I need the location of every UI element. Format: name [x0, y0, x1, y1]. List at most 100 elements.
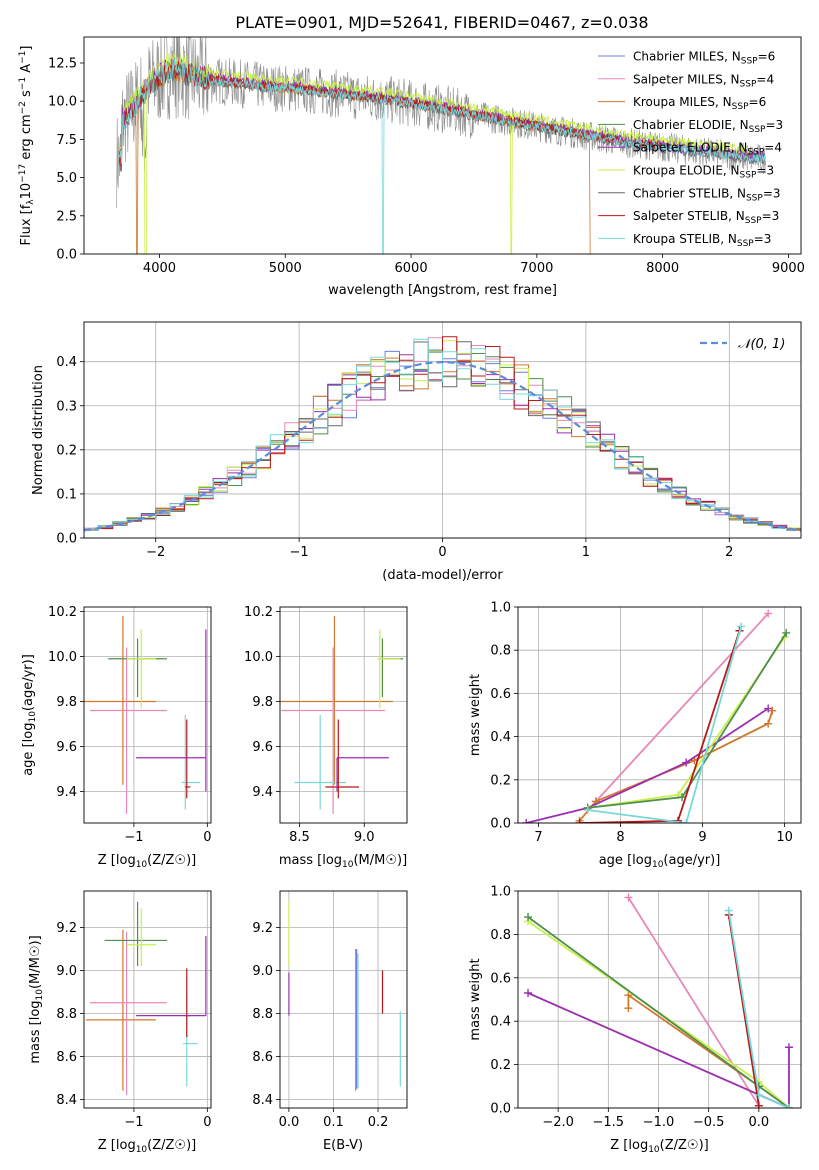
age_vs_Z-ytick-label: 10.2	[48, 605, 77, 620]
massweight_vs_age-ytick-label: 0.4	[490, 730, 511, 745]
figure-title: PLATE=0901, MJD=52641, FIBERID=0467, z=0…	[235, 13, 648, 32]
age_vs_Z-ytick-label: 9.8	[56, 695, 77, 710]
massweight_vs_age-ytick-label: 1.0	[490, 601, 511, 616]
massweight_vs_age-series-line	[525, 707, 769, 823]
spectrum-model-kroupa-miles	[118, 62, 592, 254]
massweight_vs_Z-series-marker	[524, 988, 533, 997]
spectrum-legend-label: Kroupa ELODIE, NSSP​=3	[633, 164, 774, 181]
mass_vs_Z-ylabel: mass [log10​(M/M☉)]	[28, 935, 45, 1063]
massweight_vs_age-xlabel: age [log10​(age/yr)]	[599, 853, 721, 870]
massweight_vs_age-series-line	[587, 626, 742, 823]
massweight_vs_age-ytick-label: 0.8	[490, 644, 511, 659]
massweight_vs_age-xtick-label: 7	[534, 830, 542, 845]
spectrum-model-kroupa-stelib	[118, 58, 766, 254]
spectrum-legend-label: Salpeter ELODIE, NSSP​=4	[633, 141, 782, 158]
massweight_vs_age-series-marker	[522, 819, 531, 823]
massweight_vs_age-frame	[517, 606, 802, 824]
massweight_vs_Z-ytick-label: 0.2	[490, 1058, 511, 1073]
mass_vs_Z-ytick-label: 8.4	[56, 1093, 77, 1108]
spectrum-model-salpeter-stelib	[118, 60, 663, 167]
massweight_vs_Z-xtick-label: −1.0	[643, 1115, 675, 1130]
residual_hist-ytick-label: 0.1	[56, 487, 77, 502]
massweight_vs_age-series-marker	[678, 793, 687, 802]
spectrum-frame	[83, 36, 802, 255]
mass_vs_Z-ytick-label: 9.2	[56, 921, 77, 936]
massweight_vs_age-series-marker	[583, 806, 592, 815]
residual_hist-ytick-label: 0.0	[56, 532, 77, 547]
spectrum-ytick-label: 7.5	[56, 133, 77, 148]
residual_hist-xtick-label: 1	[582, 545, 590, 560]
massweight_vs_age-ylabel: mass weight	[468, 674, 483, 756]
age_vs_mass-ytick-label: 10.0	[244, 650, 273, 665]
spectrum-xlabel: wavelength [Angstrom, rest frame]	[328, 283, 557, 298]
age_vs_Z-ytick-label: 10.0	[48, 650, 77, 665]
residual_hist-plot-area	[84, 336, 801, 533]
age_vs_mass-xlabel: mass [log10​(M/M☉)]	[279, 853, 407, 870]
age_vs_Z-ytick-label: 9.6	[56, 740, 77, 755]
mass_vs_ebv-frame	[279, 890, 408, 1109]
spectrum-xtick-label: 9000	[772, 261, 805, 276]
massweight_vs_Z-ytick-label: 0.8	[490, 928, 511, 943]
hist-xlabel: (data-model)/error	[382, 568, 503, 583]
age_vs_Z-xlabel: Z [log10​(Z/Z☉)]	[98, 853, 196, 870]
mass_vs_Z-frame	[83, 890, 212, 1109]
residual_hist-ytick-label: 0.3	[56, 399, 77, 414]
massweight_vs_Z-xtick-label: −2.0	[542, 1115, 574, 1130]
mass_vs_Z-xtick-label: 0	[203, 1115, 211, 1130]
mass_vs_ebv-xtick-label: 0.2	[368, 1115, 389, 1130]
mass_vs_ebv-ytick-label: 9.0	[252, 964, 273, 979]
massweight_vs_Z-frame	[517, 890, 802, 1109]
hist-legend-label: 𝒩(0, 1)	[738, 337, 785, 352]
residual_hist-xtick-label: −1	[290, 545, 309, 560]
spectrum-legend-label: Chabrier STELIB, NSSP​=3	[633, 186, 781, 203]
normal-curve	[84, 360, 801, 532]
massweight_vs_Z-plot-area	[524, 893, 793, 1108]
age_vs_Z-plot-area	[84, 616, 207, 814]
massweight_vs_age-series-marker	[782, 628, 791, 637]
massweight_vs_age-xtick-label: 9	[698, 830, 706, 845]
massweight_vs_Z-xlabel: Z [log10​(Z/Z☉)]	[610, 1138, 708, 1155]
age_vs_mass-ytick-label: 10.2	[244, 605, 273, 620]
residual_hist-ytick-label: 0.4	[56, 355, 77, 370]
age_vs_mass-xtick-label: 9.0	[354, 830, 375, 845]
massweight_vs_age-ytick-label: 0.6	[490, 687, 511, 702]
mass_vs_ebv-ytick-label: 8.4	[252, 1093, 273, 1108]
age_vs_Z-ylabel: age [log10​(age/yr)]	[21, 654, 38, 776]
mass_vs_ebv-xlabel: E(B-V)	[323, 1138, 363, 1153]
spectrum-legend-label: Kroupa MILES, NSSP​=6	[633, 95, 766, 112]
spectrum-ytick-label: 5.0	[56, 171, 77, 186]
age_vs_Z-xtick-label: 0	[203, 830, 211, 845]
age_vs_mass-plot-area	[280, 616, 404, 814]
spectrum-xtick-label: 7000	[520, 261, 553, 276]
age_vs_Z-frame	[83, 606, 212, 824]
mass_vs_ebv-xtick-label: 0.0	[279, 1115, 300, 1130]
massweight_vs_age-series-marker	[764, 704, 773, 713]
residual_hist-frame	[83, 321, 802, 539]
spectrum-xtick-label: 6000	[395, 261, 428, 276]
massweight_vs_age-series-marker	[575, 819, 584, 823]
massweight_vs_Z-ylabel: mass weight	[468, 958, 483, 1040]
massweight_vs_Z-series-marker	[624, 1004, 633, 1013]
massweight_vs_age-series-line	[587, 636, 786, 809]
age_vs_mass-frame	[279, 606, 408, 824]
spectrum-plot-area	[116, 37, 767, 254]
age_vs_mass-ytick-label: 9.8	[252, 695, 273, 710]
spectrum-observed-data	[116, 37, 767, 209]
massweight_vs_Z-series-marker	[784, 1104, 793, 1108]
age_vs_Z-ytick-label: 9.4	[56, 785, 77, 800]
residual_hist-ytick-label: 0.2	[56, 443, 77, 458]
spectrum-ytick-label: 0.0	[56, 248, 77, 263]
spectrum-xtick-label: 4000	[143, 261, 176, 276]
mass_vs_ebv-ytick-label: 8.6	[252, 1050, 273, 1065]
massweight_vs_Z-ytick-label: 0.0	[490, 1102, 511, 1117]
massweight_vs_age-ytick-label: 0.2	[490, 773, 511, 788]
massweight_vs_age-series-marker	[682, 819, 691, 823]
spectrum-legend-label: Kroupa STELIB, NSSP​=3	[633, 232, 771, 249]
spectrum-ytick-label: 2.5	[56, 209, 77, 224]
massweight_vs_Z-series-marker	[624, 893, 633, 902]
spectrum-legend-label: Chabrier MILES, NSSP​=6	[633, 50, 775, 67]
age_vs_Z-xtick-label: −1	[124, 830, 143, 845]
age_vs_mass-xtick-label: 8.5	[289, 830, 310, 845]
age_vs_mass-ytick-label: 9.4	[252, 785, 273, 800]
